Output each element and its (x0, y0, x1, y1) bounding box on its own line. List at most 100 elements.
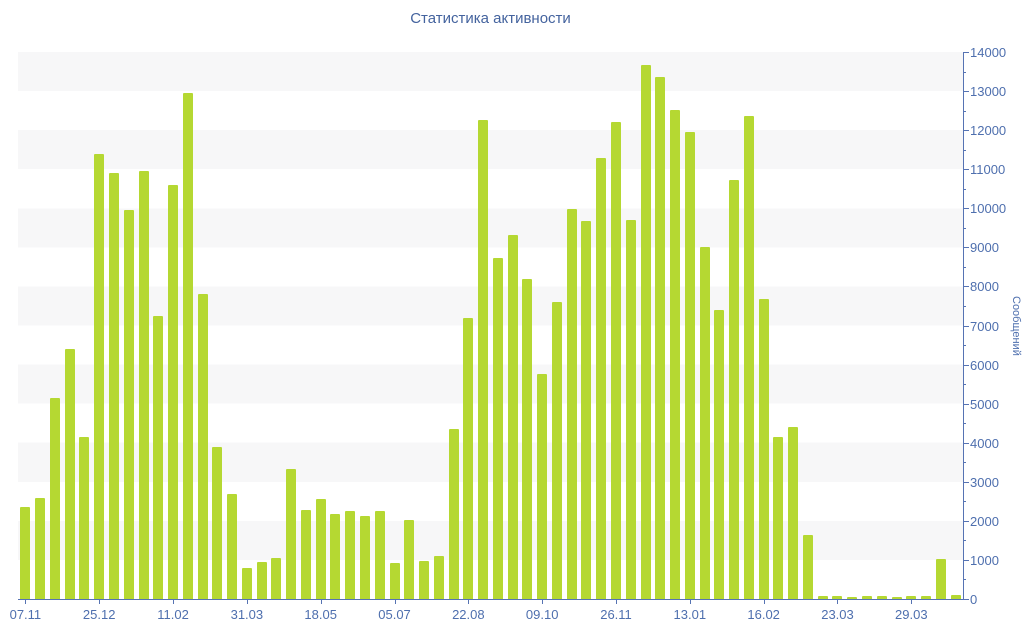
bar[interactable] (241, 568, 252, 599)
y-minor-tick (963, 501, 966, 503)
bar[interactable] (123, 210, 134, 599)
bar[interactable] (950, 595, 961, 599)
bar[interactable] (300, 510, 311, 599)
y-tick-label: 0 (970, 592, 978, 607)
y-minor-tick (963, 462, 966, 464)
bar[interactable] (20, 507, 31, 599)
x-tick (911, 600, 913, 604)
bar[interactable] (876, 596, 887, 599)
bar[interactable] (802, 534, 813, 599)
bar[interactable] (271, 558, 282, 599)
bar[interactable] (611, 122, 621, 599)
bar[interactable] (389, 563, 400, 599)
x-tick-label: 18.05 (304, 607, 337, 622)
y-tick-label: 11000 (970, 162, 1006, 178)
x-tick-label: 26.11 (600, 607, 632, 622)
bar[interactable] (773, 436, 784, 599)
bar[interactable] (847, 596, 858, 599)
bar[interactable] (330, 513, 341, 599)
bar[interactable] (448, 429, 459, 599)
bar[interactable] (581, 221, 592, 599)
y-minor-tick (963, 540, 966, 542)
x-axis: 07.11 25.12 11.02 31.03 18.05 05.07 22.08 09.10… (10, 600, 963, 630)
bar[interactable] (670, 110, 681, 599)
bar[interactable] (64, 348, 75, 599)
bar[interactable] (49, 397, 60, 599)
bar[interactable] (640, 64, 651, 599)
bar[interactable] (138, 171, 149, 599)
bar[interactable] (906, 596, 917, 599)
bar[interactable] (891, 596, 902, 599)
bar[interactable] (758, 298, 769, 599)
bar[interactable] (832, 595, 843, 599)
y-tick-label: 8000 (970, 279, 999, 295)
x-tick (542, 600, 544, 604)
bar[interactable] (537, 373, 548, 599)
y-major-tick (963, 442, 969, 444)
bar[interactable] (862, 595, 873, 599)
bar[interactable] (625, 220, 636, 599)
y-minor-tick (963, 71, 966, 73)
x-tick (616, 600, 617, 604)
bar[interactable] (729, 179, 740, 599)
x-tick-label: 11.02 (157, 607, 189, 622)
y-major-tick (963, 559, 969, 561)
y-tick-label: 6000 (970, 357, 999, 373)
bar[interactable] (79, 436, 90, 599)
x-tick (394, 600, 396, 604)
bar[interactable] (286, 468, 297, 599)
y-major-tick (963, 325, 969, 327)
bar[interactable] (478, 120, 489, 599)
bar[interactable] (935, 558, 946, 599)
bar[interactable] (153, 315, 164, 599)
bar[interactable] (315, 498, 326, 599)
bar[interactable] (227, 493, 238, 599)
bar[interactable] (684, 132, 695, 599)
y-minor-tick (963, 345, 966, 347)
bar[interactable] (182, 93, 193, 599)
bar[interactable] (788, 427, 799, 599)
bar[interactable] (507, 234, 518, 599)
bar[interactable] (359, 515, 370, 599)
bar[interactable] (596, 157, 607, 599)
bar[interactable] (212, 446, 223, 599)
bar[interactable] (699, 246, 710, 599)
y-minor-tick (963, 188, 966, 190)
bar[interactable] (256, 561, 267, 599)
bar[interactable] (492, 257, 503, 599)
x-tick (320, 600, 322, 604)
x-tick-label: 29.03 (895, 607, 928, 622)
bar[interactable] (94, 153, 105, 599)
y-major-tick (963, 247, 969, 249)
bar[interactable] (404, 519, 415, 599)
bar[interactable] (551, 302, 562, 599)
bar[interactable] (419, 560, 430, 599)
bar[interactable] (197, 294, 208, 599)
bar[interactable] (345, 510, 356, 599)
bar[interactable] (743, 116, 754, 599)
bar[interactable] (655, 77, 666, 599)
y-tick-label: 14000 (970, 45, 1007, 60)
bar[interactable] (35, 497, 46, 599)
bar[interactable] (921, 595, 932, 599)
bar[interactable] (522, 279, 533, 599)
bar[interactable] (463, 317, 474, 599)
y-minor-tick (963, 384, 966, 386)
bar[interactable] (714, 309, 725, 599)
bar[interactable] (817, 596, 828, 599)
y-tick-label: 10000 (970, 201, 1007, 217)
y-major-tick (963, 91, 969, 93)
y-major-tick (963, 403, 969, 405)
bar[interactable] (374, 510, 385, 599)
bar[interactable] (433, 556, 444, 599)
bar[interactable] (566, 209, 577, 599)
bar[interactable] (168, 184, 179, 599)
x-tick-label: 31.03 (230, 607, 264, 622)
y-tick-label: 13000 (970, 84, 1007, 100)
y-major-tick (963, 208, 969, 210)
y-major-tick (963, 520, 969, 522)
bar[interactable] (108, 173, 119, 599)
x-tick (689, 600, 691, 604)
y-major-tick (963, 599, 969, 600)
